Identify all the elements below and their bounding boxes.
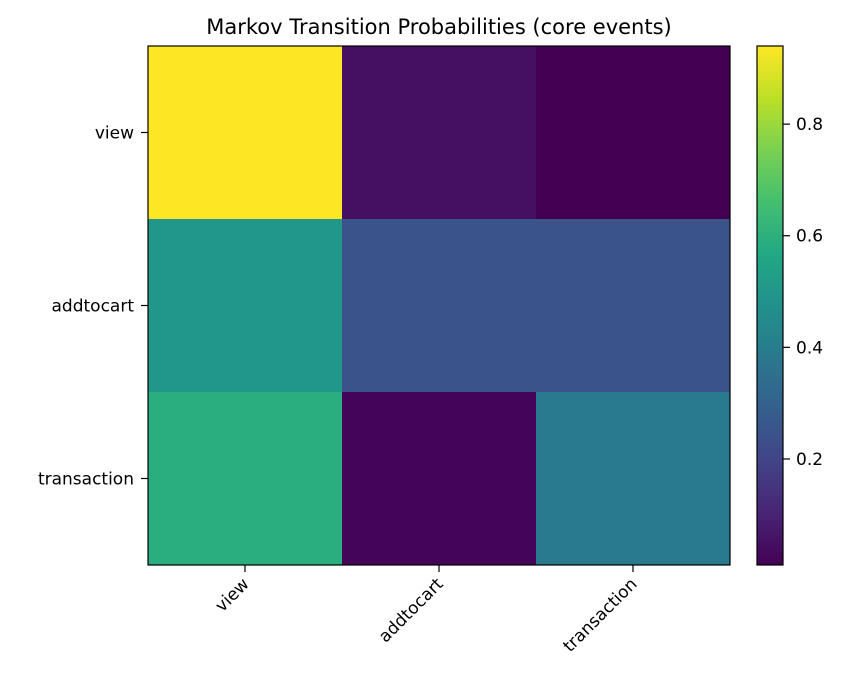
y-tick-label: transaction <box>38 470 134 490</box>
heatmap-cell <box>536 219 731 393</box>
heatmap-cell <box>148 219 343 393</box>
colorbar-tick-label: 0.2 <box>796 450 823 470</box>
heatmap-cell <box>148 392 343 566</box>
y-tick-label: view <box>95 124 134 144</box>
x-axis: view addtocart transaction <box>212 565 642 656</box>
y-tick-label: addtocart <box>52 297 135 317</box>
heatmap-cell <box>342 392 537 566</box>
x-tick-label: view <box>212 574 254 616</box>
chart-title: Markov Transition Probabilities (core ev… <box>206 15 671 39</box>
heatmap-cell <box>148 46 343 220</box>
heatmap-cell <box>536 392 731 566</box>
heatmap-cells <box>148 46 731 566</box>
heatmap-cell <box>342 219 537 393</box>
colorbar-axis: 0.2 0.4 0.6 0.8 <box>783 115 823 470</box>
heatmap-cell <box>342 46 537 220</box>
colorbar-tick-label: 0.6 <box>796 227 823 247</box>
x-tick-label: addtocart <box>375 574 448 647</box>
colorbar <box>756 45 784 566</box>
y-axis: view addtocart transaction <box>38 124 148 490</box>
heatmap-cell <box>536 46 731 220</box>
x-tick-label: transaction <box>559 574 641 656</box>
colorbar-tick-label: 0.8 <box>796 115 823 135</box>
colorbar-tick-label: 0.4 <box>796 338 823 358</box>
